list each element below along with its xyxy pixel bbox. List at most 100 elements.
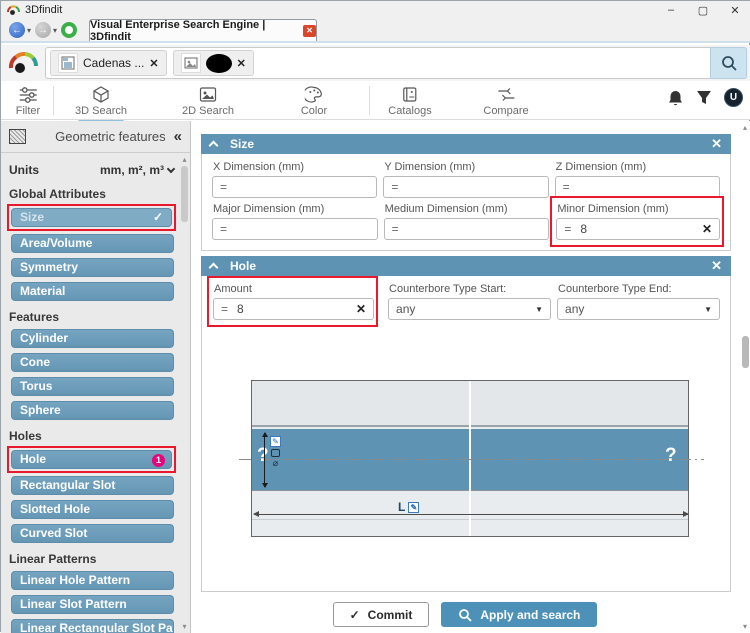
search-bar: Cadenas ... ✕ ✕ [1, 45, 750, 81]
sidebar-item-area-volume[interactable]: Area/Volume [11, 234, 174, 253]
sidebar-header: Geometric features « [1, 121, 190, 153]
sidebar-item-slotted-hole[interactable]: Slotted Hole [11, 500, 174, 519]
hole-count-badge: 1 [152, 454, 165, 467]
length-dimension-line [253, 511, 689, 517]
funnel-icon[interactable] [696, 89, 712, 106]
sidebar-item-linear-slot-pattern[interactable]: Linear Slot Pattern [11, 595, 174, 614]
catalog-chip-close-icon[interactable]: ✕ [149, 57, 159, 70]
collapse-sidebar-icon[interactable]: « [173, 128, 182, 145]
toolbar-color-label: Color [300, 105, 328, 117]
counterbore-start-select[interactable]: any ▼ [388, 298, 552, 320]
tab-close-icon[interactable]: ✕ [302, 24, 317, 37]
sidebar-item-size[interactable]: Size ✓ [11, 208, 172, 227]
sidebar-item-rectangular-slot[interactable]: Rectangular Slot [11, 476, 174, 495]
units-value[interactable]: mm, m², m³ [100, 163, 176, 177]
close-button[interactable]: ✕ [730, 4, 740, 17]
scroll-up-icon[interactable]: ▴ [742, 123, 747, 132]
scrollbar-thumb[interactable] [181, 166, 188, 222]
sidebar-title: Geometric features [55, 129, 166, 144]
scroll-down-icon[interactable]: ▾ [742, 622, 747, 631]
scrollbar-thumb[interactable] [741, 336, 749, 368]
sidebar-item-linear-rectangular-slot-pattern[interactable]: Linear Rectangular Slot Pattern [11, 619, 174, 633]
unknown-dimension-left[interactable]: ? [257, 445, 269, 466]
sidebar-item-cylinder[interactable]: Cylinder [11, 329, 174, 348]
size-section: Size ✕ X Dimension (mm) = Y Dimension (m… [201, 134, 731, 251]
browser-tab[interactable]: Visual Enterprise Search Engine | 3Dfind… [89, 19, 318, 43]
scroll-down-icon[interactable]: ▾ [182, 622, 187, 631]
group-title-linear-patterns: Linear Patterns [9, 552, 97, 566]
clear-value-icon[interactable]: ✕ [701, 222, 713, 236]
picture-icon [199, 87, 217, 102]
major-dimension-input[interactable]: = [212, 218, 378, 240]
search-button[interactable] [710, 47, 747, 79]
field-counterbore-end: Counterbore Type End: any ▼ [557, 278, 720, 320]
z-dimension-input[interactable]: = [554, 176, 720, 198]
sidebar-item-sphere[interactable]: Sphere [11, 401, 174, 420]
length-annotation[interactable]: L ✎ [398, 500, 420, 514]
toolbar-catalogs[interactable]: Catalogs [388, 86, 432, 117]
scroll-up-icon[interactable]: ▴ [182, 155, 187, 164]
edit-icon[interactable]: ✎ [270, 436, 281, 447]
toolbar-2d-search[interactable]: 2D Search [182, 86, 234, 117]
shape-thumbnail [205, 53, 232, 73]
edit-icon[interactable]: ✎ [408, 501, 420, 513]
refresh-button[interactable] [61, 22, 78, 38]
units-row[interactable]: Units mm, m², m³ [9, 163, 176, 177]
sidebar-item-hole[interactable]: Hole 1 [11, 450, 172, 469]
toolbar-filter-label: Filter [15, 105, 41, 117]
image-filter-chip[interactable]: ✕ [172, 50, 254, 76]
bell-icon[interactable] [667, 89, 684, 107]
sidebar-item-cone[interactable]: Cone [11, 353, 174, 372]
toolbar-color[interactable]: Color [301, 86, 327, 117]
back-history-caret[interactable]: ▾ [27, 26, 32, 35]
collapse-section-icon[interactable] [208, 262, 219, 273]
search-icon [459, 608, 472, 622]
forward-button[interactable]: → [35, 22, 52, 38]
toolbar-filter[interactable]: Filter [16, 86, 40, 117]
collapse-section-icon[interactable] [208, 140, 219, 151]
minimize-button[interactable]: – [667, 4, 675, 16]
amount-input[interactable]: = 8 ✕ [213, 298, 375, 320]
medium-dimension-input[interactable]: = [383, 218, 550, 240]
toolbar-3d-search[interactable]: 3D Search [75, 86, 127, 123]
sidebar-item-torus[interactable]: Torus [11, 377, 174, 396]
close-section-icon[interactable]: ✕ [711, 258, 722, 273]
image-chip-icon [180, 53, 201, 73]
commit-button[interactable]: ✓ Commit [332, 602, 430, 627]
field-minor-dimension-highlighted: Minor Dimension (mm) = 8 ✕ [550, 196, 725, 247]
diameter-annotation[interactable]: ✎ ⌀ [270, 436, 281, 468]
apply-and-search-button[interactable]: Apply and search [441, 602, 598, 627]
sidebar-item-material[interactable]: Material [11, 282, 174, 301]
units-label: Units [9, 163, 39, 177]
y-dimension-input[interactable]: = [383, 176, 549, 198]
search-icon [721, 56, 737, 71]
field-major-dimension: Major Dimension (mm) = [212, 198, 378, 240]
user-avatar[interactable]: U [724, 88, 743, 107]
unknown-dimension-right[interactable]: ? [665, 445, 677, 466]
catalog-filter-chip[interactable]: Cadenas ... ✕ [50, 50, 167, 76]
length-label: L [398, 500, 406, 514]
window-controls: – ▢ ✕ [655, 1, 750, 19]
sidebar-item-linear-hole-pattern[interactable]: Linear Hole Pattern [11, 571, 174, 590]
sidebar-item-symmetry[interactable]: Symmetry [11, 258, 174, 277]
size-section-header[interactable]: Size ✕ [201, 134, 731, 154]
sidebar-item-curved-slot[interactable]: Curved Slot [11, 524, 174, 543]
search-input[interactable]: Cadenas ... ✕ ✕ [45, 47, 747, 79]
clear-value-icon[interactable]: ✕ [355, 302, 367, 316]
catalog-chip-icon [58, 53, 78, 73]
minor-dimension-input[interactable]: = 8 ✕ [556, 218, 721, 240]
hole-preview-drawing[interactable]: ? ? ✎ ⌀ L ✎ [239, 380, 704, 537]
arrow-left-icon [253, 511, 259, 517]
toolbar-compare[interactable]: Compare [483, 86, 529, 117]
close-section-icon[interactable]: ✕ [711, 136, 722, 151]
back-button[interactable]: ← [9, 22, 25, 38]
image-chip-close-icon[interactable]: ✕ [236, 57, 246, 70]
counterbore-end-select[interactable]: any ▼ [557, 298, 720, 320]
sidebar-scrollbar[interactable]: ▴ ▾ [180, 155, 189, 631]
hole-section-header[interactable]: Hole ✕ [201, 256, 731, 276]
x-dimension-input[interactable]: = [212, 176, 378, 198]
maximize-button[interactable]: ▢ [697, 4, 709, 17]
toolbar-separator [53, 86, 54, 115]
main-scrollbar[interactable]: ▴ ▾ [740, 123, 750, 631]
forward-history-caret[interactable]: ▾ [53, 26, 58, 35]
